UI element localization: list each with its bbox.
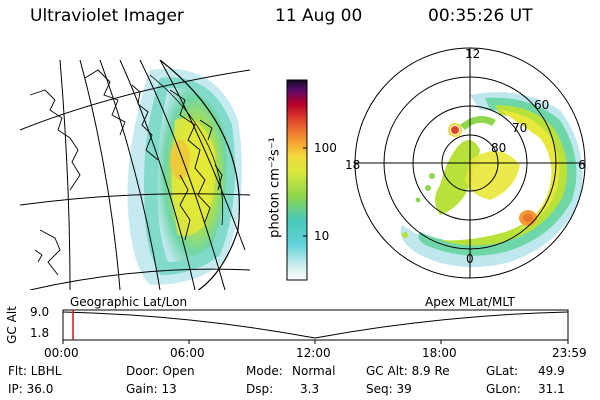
status-ip: IP: 36.0 xyxy=(8,382,54,396)
status-dsp-value: 3.3 xyxy=(300,382,320,396)
colorbar-unit-label: photon cm⁻²s⁻¹ xyxy=(267,137,283,238)
geographic-map xyxy=(20,60,250,290)
altitude-ylabel: GC Alt xyxy=(5,306,19,344)
status-gc-altitude: GC Alt: 8.9 Re xyxy=(366,364,450,378)
altitude-ytick-1-8: 1.8 xyxy=(30,326,50,340)
time-tick-0600: 06:00 xyxy=(170,346,205,360)
colorbar-tick-100: 100 xyxy=(314,141,337,155)
mlt-label-0: 0 xyxy=(466,252,474,266)
time-tick-1800: 18:00 xyxy=(422,346,457,360)
right-map-title: Apex MLat/MLT xyxy=(425,295,515,309)
mlat-label-80: 80 xyxy=(491,141,507,155)
colorbar-tick-10: 10 xyxy=(314,229,330,243)
time-tick-2359: 23:59 xyxy=(552,346,587,360)
left-map-title: Geographic Lat/Lon xyxy=(70,295,188,309)
status-dsp-label: Dsp: xyxy=(246,382,274,396)
mlat-label-60: 60 xyxy=(534,98,550,112)
altitude-plot xyxy=(62,309,569,344)
status-mode-value: Normal xyxy=(292,364,336,378)
status-sequence: Seq: 39 xyxy=(366,382,412,396)
status-mode-label: Mode: xyxy=(246,364,283,378)
altitude-ytick-9: 9.0 xyxy=(30,305,50,319)
time-tick-0000: 00:00 xyxy=(44,346,79,360)
mlt-label-12: 12 xyxy=(465,47,481,61)
instrument-title: Ultraviolet Imager xyxy=(30,6,184,26)
status-glon-label: GLon: xyxy=(486,382,521,396)
status-gain: Gain: 13 xyxy=(126,382,177,396)
status-glat-label: GLat: xyxy=(486,364,519,378)
mlt-label-6: 6 xyxy=(578,158,586,172)
status-door: Door: Open xyxy=(126,364,195,378)
status-filter: Flt: LBHL xyxy=(8,364,62,378)
status-glon-value: 31.1 xyxy=(538,382,565,396)
time-tick-1200: 12:00 xyxy=(296,346,331,360)
polar-map xyxy=(354,47,586,279)
mlt-label-18: 18 xyxy=(345,158,361,172)
image-date: 11 Aug 00 xyxy=(275,6,363,26)
image-time: 00:35:26 UT xyxy=(428,6,533,26)
mlat-label-70: 70 xyxy=(512,121,528,135)
colorbar xyxy=(286,79,308,281)
status-glat-value: 49.9 xyxy=(538,364,565,378)
